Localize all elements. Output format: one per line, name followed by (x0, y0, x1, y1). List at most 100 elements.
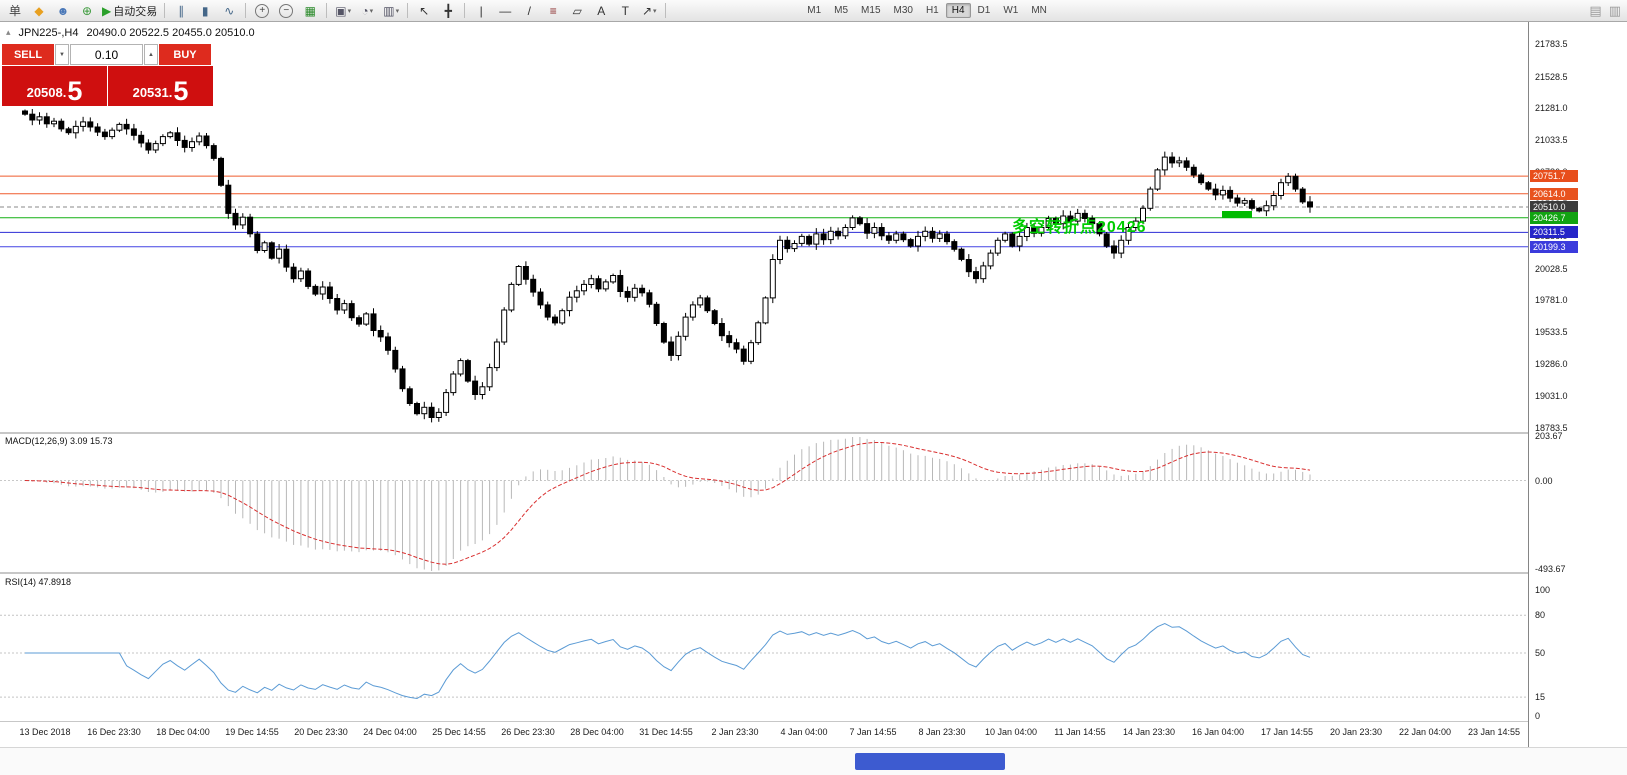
candle (1183, 157, 1190, 171)
candle (1263, 200, 1270, 217)
fibonacci-icon: ≡ (549, 3, 557, 18)
profile-button[interactable]: ☻ (52, 2, 74, 20)
macd-tick-label: 203.67 (1535, 431, 1563, 441)
community-icon: ⊕ (81, 3, 93, 18)
volume-input[interactable] (70, 44, 143, 65)
community-button[interactable]: ⊕ (76, 2, 98, 20)
candle (138, 131, 145, 148)
candle (290, 263, 297, 283)
candle (1299, 187, 1306, 204)
line-chart-button[interactable]: ∿ (218, 2, 240, 20)
sell-button[interactable]: SELL (2, 44, 54, 65)
rsi-tick-label: 0 (1535, 711, 1541, 721)
text-button[interactable]: A (590, 2, 612, 20)
vertical-line-button[interactable]: | (470, 2, 492, 20)
price-tick-label: 19781.0 (1535, 295, 1568, 305)
label-button[interactable]: T (614, 2, 636, 20)
candle (87, 117, 94, 132)
horizontal-scrollbar[interactable] (0, 747, 1627, 775)
zoom-in-button[interactable]: + (251, 2, 273, 20)
timeframe-h1-button[interactable]: H1 (925, 5, 939, 16)
new-chart-button[interactable]: ▣ ▾ (332, 2, 354, 20)
new-order-button[interactable]: 单 (4, 2, 26, 20)
timeframe-mn-button[interactable]: MN (1031, 5, 1047, 16)
candle (334, 294, 341, 315)
volume-down-button[interactable]: ▼ (55, 44, 69, 65)
tile-windows-button[interactable]: ▦ (299, 2, 321, 20)
zoom-out-button[interactable]: − (275, 2, 297, 20)
candle (711, 309, 718, 326)
volume-up-button[interactable]: ▲ (144, 44, 158, 65)
rsi-line (25, 623, 1311, 700)
arrows-button[interactable]: ↗ ▾ (638, 2, 660, 20)
candle (1154, 168, 1161, 191)
date-tick-label: 25 Dec 14:55 (432, 727, 486, 737)
date-tick-label: 31 Dec 14:55 (639, 727, 693, 737)
collapse-icon[interactable]: ▴ (6, 27, 11, 37)
sell-price-big-digit: 5 (67, 76, 83, 106)
candle (414, 401, 420, 416)
candle (1278, 178, 1284, 200)
candle (225, 179, 232, 219)
sell-price-box[interactable]: 20508. 5 (2, 66, 107, 106)
toolbar-separator (245, 3, 247, 18)
candlestick-chart-button[interactable]: ▮ (194, 2, 216, 20)
candle (196, 132, 203, 146)
toolbar-group: ↖ ╋ (413, 0, 459, 22)
candle (631, 283, 638, 302)
market-button[interactable]: ◆ (28, 2, 50, 20)
date-tick-label: 8 Jan 23:30 (918, 727, 966, 737)
price-axis[interactable]: 21783.521528.521281.021033.520786.020533… (1528, 22, 1627, 775)
chart-annotation[interactable]: 多空转折点20426 (1012, 219, 1147, 236)
candle (668, 336, 675, 361)
candle (965, 254, 972, 277)
candle (885, 232, 892, 244)
timeframe-h4-button[interactable]: H4 (945, 3, 971, 18)
chart-surface[interactable] (0, 22, 1528, 728)
date-tick-label: 19 Dec 14:55 (225, 727, 279, 737)
timeframe-d1-button[interactable]: D1 (977, 5, 991, 16)
print-icon[interactable]: ▤ (1589, 3, 1602, 18)
candle (406, 386, 413, 406)
autotrading-button[interactable]: ▶ 自动交易 (100, 2, 159, 20)
candle (864, 218, 871, 239)
candle (428, 402, 435, 423)
candle (1176, 156, 1183, 168)
templates-button[interactable]: ▥ ▾ (380, 2, 402, 20)
price-tick-label: 21528.5 (1535, 72, 1568, 82)
vertical-line-icon: | (479, 3, 483, 18)
buy-button[interactable]: BUY (159, 44, 211, 65)
candle (588, 274, 595, 289)
timeframe-w1-button[interactable]: W1 (1003, 5, 1019, 16)
scrollbar-thumb[interactable] (855, 753, 1005, 770)
cursor-button[interactable]: ↖ (413, 2, 435, 20)
shapes-button[interactable]: ▱ (566, 2, 588, 20)
timeframe-m15-button[interactable]: M15 (861, 5, 881, 16)
price-level-tag: 20311.5 (1530, 226, 1578, 238)
fibonacci-button[interactable]: ≡ (542, 2, 564, 20)
candle (508, 282, 515, 313)
candle (907, 237, 914, 248)
horizontal-line-button[interactable]: — (494, 2, 516, 20)
crosshair-button[interactable]: ╋ (437, 2, 459, 20)
candle (973, 266, 979, 284)
buy-price-box[interactable]: 20531. 5 (108, 66, 213, 106)
candle (1140, 205, 1146, 225)
candle (813, 228, 820, 250)
timeframe-m5-button[interactable]: M5 (834, 5, 849, 16)
trendline-button[interactable]: / (518, 2, 540, 20)
window-icon[interactable]: ▥ (1608, 3, 1621, 18)
candle (1219, 185, 1226, 200)
profiles-button[interactable]: ◔ ▾ (356, 2, 378, 20)
highlight-segment[interactable] (1222, 211, 1252, 218)
candle (820, 228, 827, 245)
candle (254, 231, 261, 254)
candle (871, 222, 878, 239)
bar-chart-button[interactable]: ∥ (170, 2, 192, 20)
timeframe-m1-button[interactable]: M1 (807, 5, 822, 16)
timeframe-m30-button[interactable]: M30 (893, 5, 913, 16)
time-axis[interactable]: 13 Dec 2018 16 Dec 23:30 18 Dec 04:00 19 De… (0, 722, 1528, 747)
candle (247, 213, 254, 238)
price-tick-label: 19533.5 (1535, 327, 1568, 337)
date-tick-label: 17 Jan 14:55 (1260, 727, 1314, 737)
